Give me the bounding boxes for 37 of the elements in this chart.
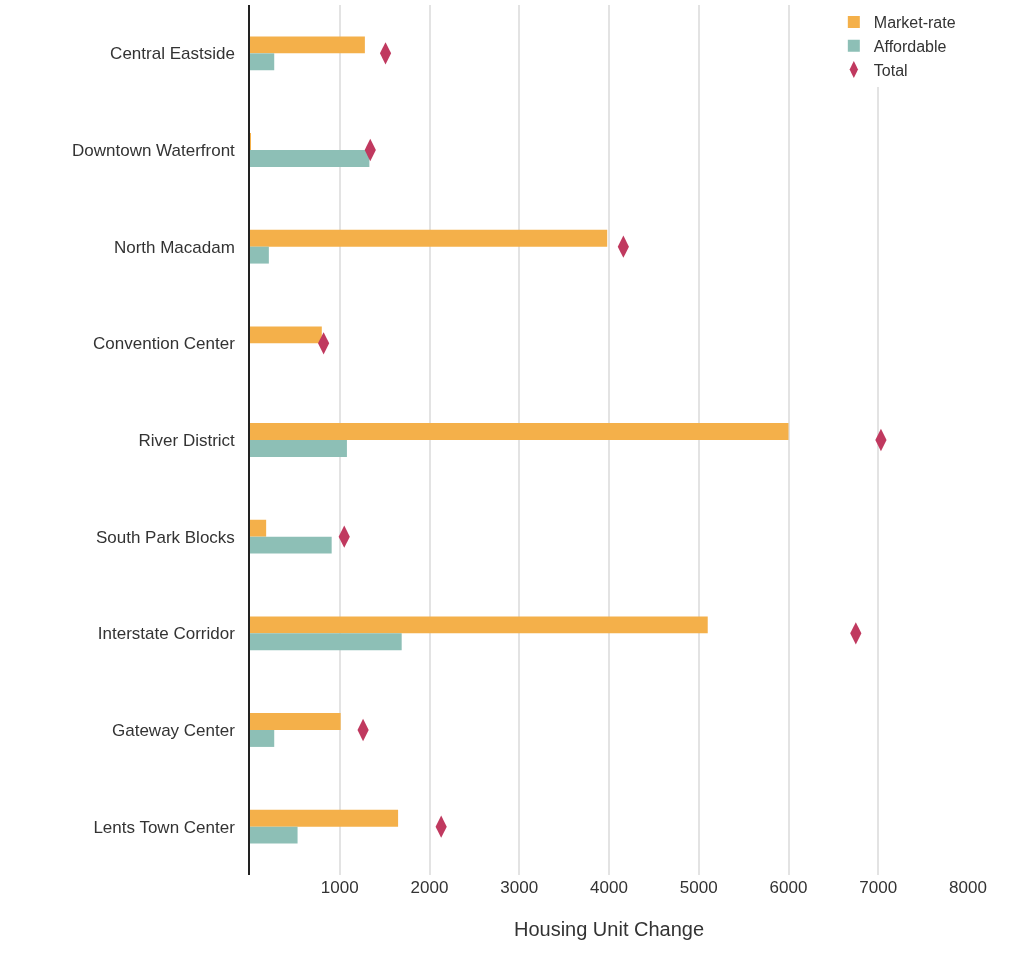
y-tick-label: Gateway Center: [112, 720, 236, 740]
bar: [250, 440, 347, 457]
bar: [250, 150, 370, 167]
bar: [250, 519, 267, 537]
x-tick-label: 1000: [320, 878, 359, 897]
bar: [250, 809, 399, 827]
legend-label: Total: [873, 61, 908, 79]
bar: [250, 713, 341, 730]
y-tick-label: Downtown Waterfront: [72, 140, 236, 160]
legend-label: Market-rate: [873, 14, 956, 32]
x-tick-label: 3000: [500, 878, 539, 897]
y-tick-label: River District: [138, 430, 236, 450]
bar: [250, 633, 402, 651]
y-tick-label: South Park Blocks: [95, 527, 235, 547]
x-tick-label: 6000: [769, 878, 808, 897]
bar: [250, 826, 298, 844]
legend-label: Affordable: [873, 37, 947, 55]
bar: [250, 246, 269, 264]
bar: [250, 36, 365, 54]
bar: [250, 423, 789, 440]
x-tick-label: 4000: [590, 878, 628, 897]
x-tick-label: 2000: [410, 878, 449, 897]
bar: [250, 730, 275, 747]
y-tick-label: Convention Center: [93, 334, 236, 354]
y-tick-label: North Macadam: [113, 237, 235, 257]
x-tick-label: 7000: [859, 878, 898, 897]
x-tick-label: 8000: [949, 878, 987, 897]
x-tick-label: 5000: [679, 878, 718, 897]
y-tick-label: Interstate Corridor: [97, 624, 236, 644]
bar: [250, 326, 322, 344]
x-axis-title: Housing Unit Change: [513, 917, 705, 940]
y-tick-label: Central Eastside: [110, 44, 235, 64]
y-tick-label: Lents Town Center: [93, 817, 236, 837]
bar: [250, 536, 332, 554]
bar: [250, 53, 275, 71]
bar: [250, 229, 608, 247]
bar: [250, 616, 708, 634]
